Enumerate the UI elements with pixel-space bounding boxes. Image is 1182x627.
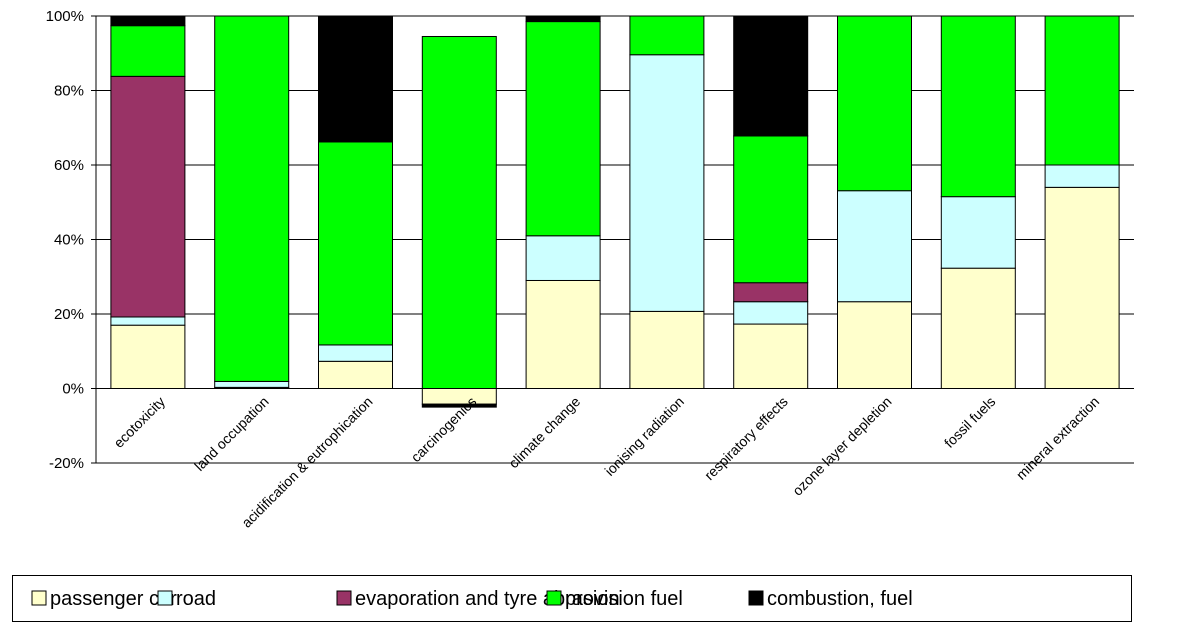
x-tick-label: ionising radiation xyxy=(601,393,687,479)
bar-segment xyxy=(837,190,912,303)
x-tick-label: ozone layer depletion xyxy=(789,393,894,498)
bar-segment xyxy=(318,344,393,362)
legend: passenger car road evaporation and tyre ab… xyxy=(12,575,1132,622)
bar-segment xyxy=(733,15,809,137)
bar-segment xyxy=(629,54,705,312)
legend-swatch xyxy=(336,590,352,606)
bar-segment xyxy=(733,301,809,325)
x-tick-label: climate change xyxy=(505,393,583,471)
bar-segment xyxy=(1044,15,1120,166)
legend-label: road xyxy=(176,588,216,610)
y-tick-label: 0% xyxy=(62,381,84,398)
bar-segment xyxy=(110,25,186,77)
bar-segment xyxy=(733,135,809,284)
bar-segment xyxy=(629,310,705,389)
bar-segment xyxy=(525,21,601,237)
legend-box xyxy=(12,575,1132,622)
bar-segment xyxy=(1044,164,1120,188)
x-tick-label: land occupation xyxy=(191,393,272,474)
y-tick-label: 40% xyxy=(54,232,84,249)
x-tick-label: ecotoxicity xyxy=(110,393,168,451)
bar-segment xyxy=(318,141,393,346)
bar-segment xyxy=(837,301,912,389)
bars xyxy=(110,15,1120,408)
y-tick-label: -20% xyxy=(49,455,84,472)
bar-segment xyxy=(940,15,1016,198)
legend-swatch xyxy=(748,590,764,606)
x-tick-label: respiratory effects xyxy=(701,393,791,483)
legend-label: combustion, fuel xyxy=(767,588,913,610)
legend-label: passenger car xyxy=(50,588,177,610)
bar-segment xyxy=(421,35,497,390)
bar-segment xyxy=(110,324,186,389)
bar-segment xyxy=(318,15,393,143)
bar-segment xyxy=(733,323,809,389)
bar-segment xyxy=(110,316,186,326)
y-tick-label: 80% xyxy=(54,83,84,100)
bar-segment xyxy=(421,403,497,408)
y-tick-label: 20% xyxy=(54,306,84,323)
bar-segment xyxy=(214,15,290,382)
x-tick-label: fossil fuels xyxy=(941,393,999,451)
bar-segment xyxy=(318,360,393,389)
x-tick-label: mineral extraction xyxy=(1013,393,1102,482)
legend-swatch xyxy=(546,590,562,606)
y-tick-label: 100% xyxy=(46,8,84,25)
bar-segment xyxy=(525,235,601,281)
bar-segment xyxy=(525,15,601,23)
bar-segment xyxy=(940,196,1016,269)
legend-swatch xyxy=(157,590,173,606)
y-tick-label: 60% xyxy=(54,157,84,174)
bar-segment xyxy=(214,380,290,388)
bar-segment xyxy=(733,282,809,303)
bar-segment xyxy=(837,15,912,192)
bar-segment xyxy=(525,279,601,390)
legend-label: provision fuel xyxy=(565,588,683,610)
bar-segment xyxy=(940,267,1016,389)
legend-swatch xyxy=(31,590,47,606)
bar-segment xyxy=(110,15,186,27)
bar-segment xyxy=(110,75,186,318)
bar-segment xyxy=(1044,186,1120,389)
bar-segment xyxy=(629,15,705,56)
